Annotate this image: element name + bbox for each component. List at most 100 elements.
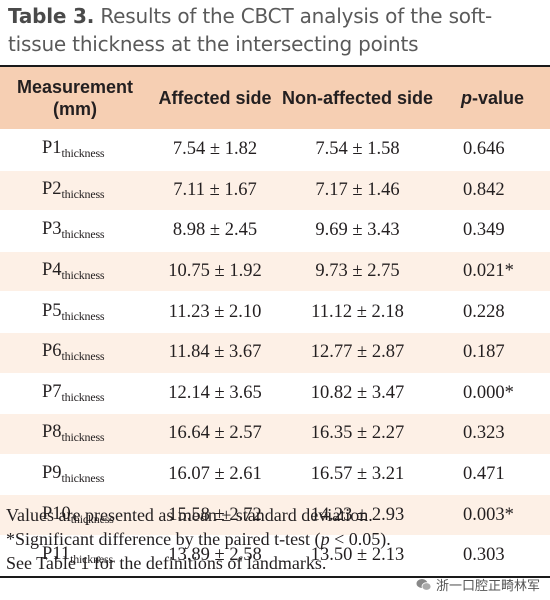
footnote-significance-a: *Significant difference by the paired t-… bbox=[6, 529, 321, 549]
point-label: P4 bbox=[42, 260, 62, 281]
point-subscript: thickness bbox=[61, 146, 105, 161]
caption-label: Table 3. bbox=[8, 4, 95, 28]
point-label: P10 bbox=[42, 503, 71, 524]
cell-affected: 12.14 ± 3.65 bbox=[168, 382, 262, 403]
table-header-row: Measurement (mm) Affected side Non-affec… bbox=[0, 65, 550, 130]
point-label: P6 bbox=[42, 341, 62, 362]
point-label: P7 bbox=[42, 381, 62, 402]
point-label: P5 bbox=[42, 300, 62, 321]
cell-p-value: 0.187 bbox=[463, 342, 505, 363]
cell-non-affected: 11.12 ± 2.18 bbox=[311, 301, 404, 322]
cell-non-affected: 10.82 ± 3.47 bbox=[310, 382, 405, 403]
point-subscript: thickness bbox=[61, 430, 105, 445]
cell-measurement: P9thickness bbox=[0, 454, 150, 495]
header-measurement: Measurement (mm) bbox=[0, 65, 150, 130]
cell-measurement: P11thickness bbox=[0, 535, 150, 578]
wechat-icon bbox=[416, 578, 432, 591]
table-row: P7thickness 12.14 ± 3.65 10.82 ± 3.47 0.000… bbox=[0, 373, 550, 414]
table-row: P3thickness 8.98 ± 2.45 9.69 ± 3.43 0.349 bbox=[0, 210, 550, 252]
cell-p-value: 0.021* bbox=[463, 261, 514, 282]
cell-p-value: 0.303 bbox=[435, 535, 550, 578]
cell-affected: 16.64 ± 2.57 bbox=[168, 423, 262, 444]
cell-non-affected: 12.77 ± 2.87 bbox=[310, 342, 405, 363]
header-non-affected-side: Non-affected side bbox=[280, 65, 435, 130]
cell-affected: 11.84 ± 3.67 bbox=[168, 342, 262, 363]
table-row: P2thickness 7.11 ± 1.67 7.17 ± 1.46 0.842 bbox=[0, 170, 550, 211]
cell-affected: 16.07 ± 2.61 bbox=[168, 464, 262, 485]
cell-measurement: P10thickness bbox=[0, 495, 150, 536]
cell-affected: 15.58 ± 2.72 bbox=[168, 504, 262, 525]
point-label: P11 bbox=[42, 544, 71, 565]
cell-measurement: P5thickness bbox=[0, 292, 150, 333]
table-row: P4thickness 10.75 ± 1.92 9.73 ± 2.75 0.021* bbox=[0, 251, 550, 292]
footnote-significance-p: p bbox=[320, 529, 330, 549]
footnote-values: Values are presented as mean ± standard … bbox=[6, 505, 373, 525]
point-subscript: thickness bbox=[70, 552, 113, 567]
point-subscript: thickness bbox=[61, 349, 105, 364]
cell-measurement: P3thickness bbox=[0, 211, 150, 252]
cell-non-affected: 14.23 ± 2.93 bbox=[310, 504, 405, 525]
header-p-rest: -value bbox=[471, 88, 525, 108]
cell-affected: 10.75 ± 1.92 bbox=[168, 261, 262, 282]
point-subscript: thickness bbox=[61, 471, 105, 486]
results-table: Measurement (mm) Affected side Non-affec… bbox=[0, 65, 550, 578]
table-row: P10thickness 15.58 ± 2.72 14.23 ± 2.93 0.00… bbox=[0, 494, 550, 536]
cell-p-value: 0.646 bbox=[463, 139, 505, 160]
table-caption: Table 3. Results of the CBCT analysis of… bbox=[8, 2, 544, 58]
cell-affected: 7.54 ± 1.82 bbox=[172, 139, 258, 160]
cell-measurement: P6thickness bbox=[0, 332, 150, 373]
point-label: P8 bbox=[42, 422, 62, 443]
cell-affected: 7.11 ± 1.67 bbox=[173, 179, 257, 200]
table-row: P8thickness 16.64 ± 2.57 16.35 ± 2.27 0.323 bbox=[0, 413, 550, 455]
cell-non-affected: 7.17 ± 1.46 bbox=[315, 179, 400, 200]
cell-affected: 8.98 ± 2.45 bbox=[172, 220, 258, 241]
point-subscript: thickness bbox=[61, 389, 105, 404]
cell-affected: 11.23 ± 2.10 bbox=[168, 301, 262, 322]
point-label: P2 bbox=[42, 178, 62, 199]
cell-non-affected: 16.57 ± 3.21 bbox=[310, 464, 405, 485]
results-table-container: Measurement (mm) Affected side Non-affec… bbox=[0, 65, 550, 578]
header-p-value: p-value bbox=[435, 65, 550, 130]
cell-measurement: P2thickness bbox=[0, 170, 150, 211]
point-label: P3 bbox=[42, 219, 62, 240]
cell-non-affected: 7.54 ± 1.58 bbox=[315, 139, 400, 160]
cell-p-value: 0.471 bbox=[463, 464, 505, 485]
point-subscript: thickness bbox=[61, 227, 105, 242]
table-body: P1thickness 7.54 ± 1.82 7.54 ± 1.58 0.646 P2… bbox=[0, 129, 550, 578]
cell-p-value: 0.003* bbox=[463, 504, 514, 525]
point-subscript: thickness bbox=[61, 268, 105, 283]
table-row: P11thickness 13.89 ± 2.58 13.50 ± 2.13 0.30… bbox=[0, 535, 550, 578]
cell-non-affected: 9.73 ± 2.75 bbox=[315, 261, 400, 282]
point-label: P9 bbox=[42, 463, 62, 484]
table-row: P9thickness 16.07 ± 2.61 16.57 ± 3.21 0.471 bbox=[0, 454, 550, 495]
cell-p-value: 0.349 bbox=[463, 220, 505, 241]
cell-non-affected: 9.69 ± 3.43 bbox=[315, 220, 400, 241]
header-p-italic: p bbox=[460, 88, 472, 108]
point-subscript: thickness bbox=[70, 511, 114, 526]
watermark-text: 浙一口腔正畸林军 bbox=[435, 579, 540, 594]
table-row: P1thickness 7.54 ± 1.82 7.54 ± 1.58 0.646 bbox=[0, 129, 550, 171]
footnote-significance-b: < 0.05). bbox=[329, 529, 391, 549]
cell-non-affected: 13.50 ± 2.13 bbox=[280, 535, 435, 578]
caption-text: Results of the CBCT analysis of the soft… bbox=[8, 4, 492, 56]
table-row: P6thickness 11.84 ± 3.67 12.77 ± 2.87 0.187 bbox=[0, 332, 550, 374]
cell-measurement: P8thickness bbox=[0, 414, 150, 455]
table-row: P5thickness 11.23 ± 2.10 11.12 ± 2.18 0.228 bbox=[0, 291, 550, 333]
footnote-significance: *Significant difference by the paired t-… bbox=[6, 527, 546, 551]
cell-measurement: P7thickness bbox=[0, 373, 150, 414]
point-subscript: thickness bbox=[61, 308, 105, 323]
cell-non-affected: 16.35 ± 2.27 bbox=[310, 423, 405, 444]
cell-affected: 13.89 ± 2.58 bbox=[150, 535, 280, 578]
cell-p-value: 0.228 bbox=[463, 301, 505, 322]
point-label: P1 bbox=[42, 138, 62, 159]
footnote-landmarks: See Table 1 for the definitions of landm… bbox=[6, 553, 327, 573]
header-affected-side: Affected side bbox=[150, 65, 280, 130]
watermark: 浙一口腔正畸林军 bbox=[416, 575, 540, 594]
point-subscript: thickness bbox=[61, 186, 105, 201]
cell-p-value: 0.323 bbox=[463, 423, 505, 444]
cell-measurement: P1thickness bbox=[0, 130, 150, 171]
cell-p-value: 0.000* bbox=[463, 382, 514, 403]
cell-measurement: P4thickness bbox=[0, 251, 150, 292]
cell-p-value: 0.842 bbox=[463, 179, 505, 200]
table-footnotes: Values are presented as mean ± standard … bbox=[6, 503, 546, 575]
